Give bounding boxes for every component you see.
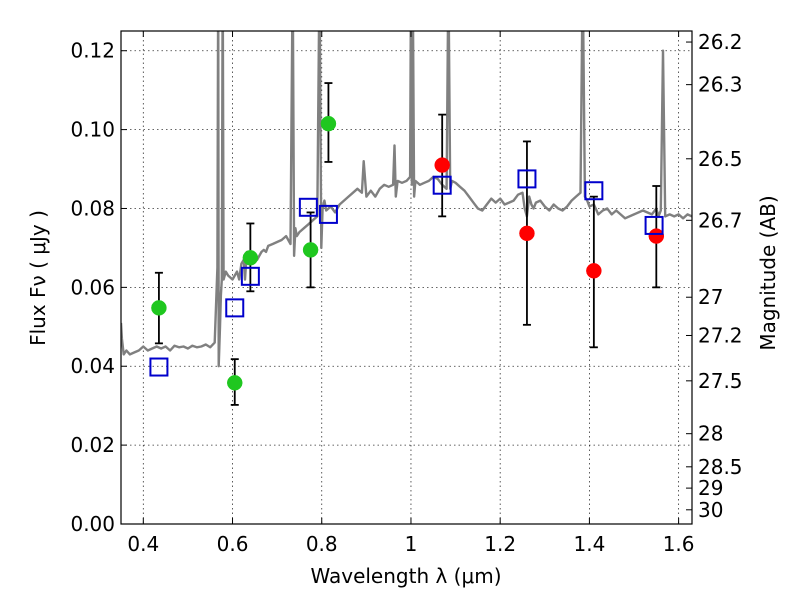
data-point-circle	[302, 242, 319, 258]
data-point-square	[149, 357, 169, 377]
x-ticks: 0.4 0.6 0.8 1 1.2 1.4 1.6	[127, 31, 695, 556]
x-tick-label: 0.8	[306, 532, 338, 556]
y-axis-title: Flux Fν ( μJy )	[26, 210, 50, 346]
data-point-circle	[586, 263, 602, 279]
right-tick-label: 26.3	[698, 73, 743, 97]
data-point-circle	[320, 115, 337, 132]
x-tick-label: 1.6	[663, 532, 695, 556]
right-tick-label: 27	[698, 285, 723, 309]
x-tick-label: 1.2	[484, 532, 516, 556]
x-tick-label: 1.4	[573, 532, 605, 556]
right-axis-title: Magnitude (AB)	[756, 195, 780, 350]
data-point-circle	[434, 157, 450, 173]
right-tick-label: 26.7	[698, 208, 743, 232]
right-tick-label: 27.5	[698, 369, 743, 393]
data-point-square	[298, 197, 318, 217]
data-markers	[149, 115, 665, 391]
y-tick-label: 0.00	[70, 512, 115, 536]
data-point-circle	[648, 228, 665, 244]
data-point-square	[584, 181, 604, 201]
data-point-square	[517, 169, 537, 189]
y-tick-label: 0.02	[70, 433, 115, 457]
data-point-square	[240, 266, 260, 286]
grid-lines	[121, 31, 692, 525]
y-tick-label: 0.08	[70, 196, 115, 220]
y-tick-label: 0.10	[70, 118, 115, 142]
right-tick-label: 26.5	[698, 147, 743, 171]
y-tick-label: 0.06	[70, 275, 115, 299]
right-tick-label: 27.2	[698, 323, 743, 347]
y-tick-label: 0.12	[70, 39, 115, 63]
spectrum-layer	[121, 31, 692, 368]
right-tick-label: 30	[698, 498, 723, 522]
y-tick-label: 0.04	[70, 354, 115, 378]
data-point-square	[318, 204, 338, 224]
data-point-square	[432, 175, 452, 195]
x-tick-label: 0.6	[217, 532, 249, 556]
x-tick-label: 0.4	[127, 532, 159, 556]
data-point-circle	[242, 250, 259, 266]
data-point-square	[225, 298, 245, 318]
x-tick-label: 1	[405, 532, 418, 556]
data-point-circle	[227, 375, 243, 391]
data-point-square	[644, 215, 664, 235]
right-tick-label: 28	[698, 422, 723, 446]
y-ticks: 0.00 0.02 0.04 0.06 0.08 0.10 0.12	[70, 39, 127, 536]
data-point-circle	[519, 225, 535, 242]
plot-frame	[120, 30, 693, 525]
x-axis-title: Wavelength λ (μm)	[310, 564, 501, 588]
right-tick-label: 26.2	[698, 30, 743, 54]
right-tick-label: 28.5	[698, 455, 743, 479]
right-tick-label: 29	[698, 476, 723, 500]
data-point-circle	[151, 300, 167, 316]
spectrum-line	[121, 31, 692, 368]
